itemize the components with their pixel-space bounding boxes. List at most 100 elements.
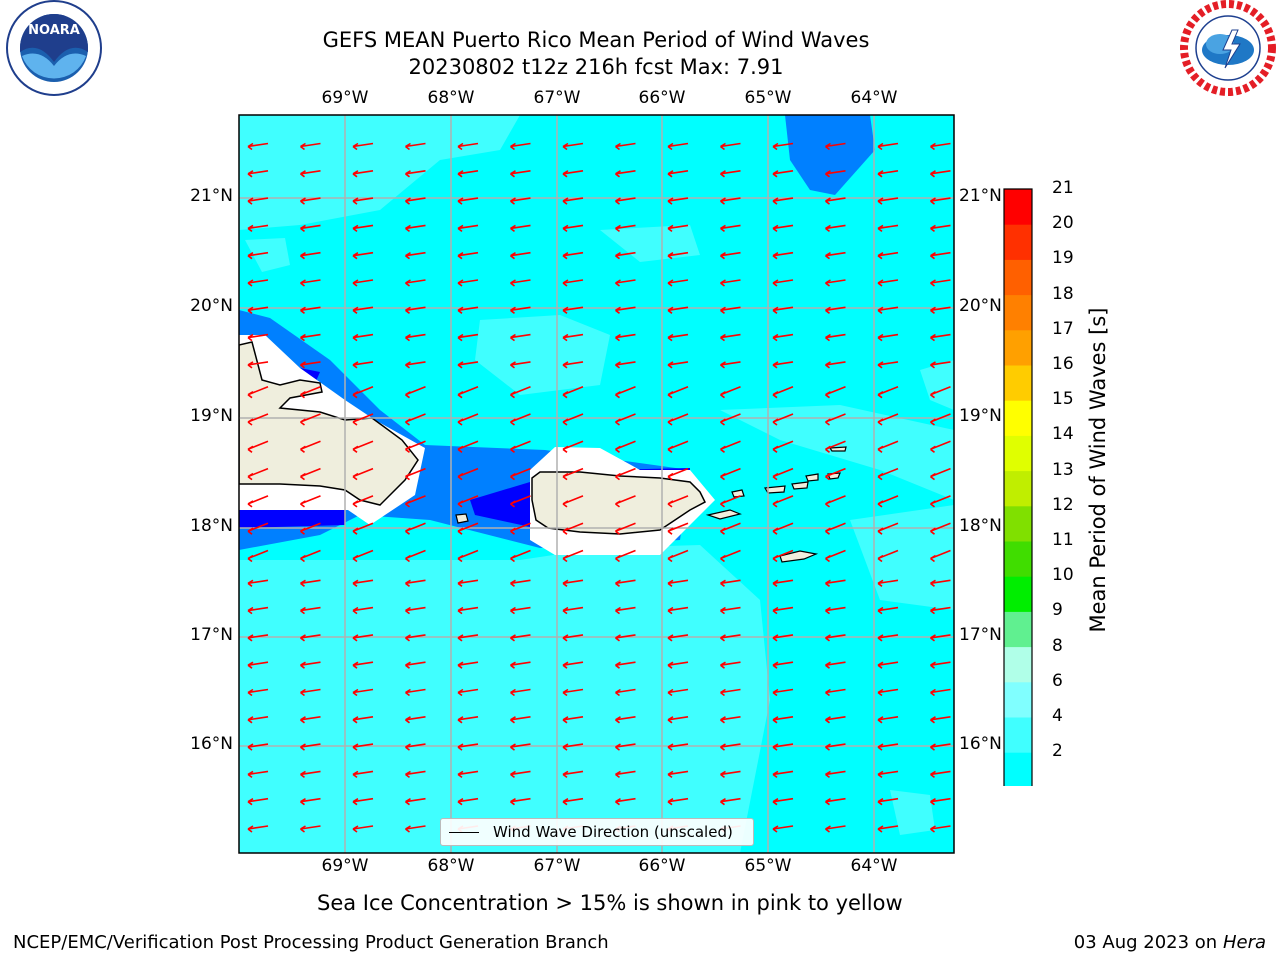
- wind-wave-arrow: [510, 361, 531, 369]
- wind-wave-arrow: [667, 770, 689, 779]
- wind-wave-arrow: [457, 634, 479, 642]
- chart-subtitle: 20230802 t12z 216h fcst Max: 7.91: [408, 55, 784, 79]
- wind-wave-arrow: [405, 606, 426, 615]
- land-st-croix: [779, 550, 819, 563]
- land-st-john: [791, 481, 809, 490]
- map-frame: [238, 114, 955, 854]
- lon-label-top-66w: 66°W: [638, 88, 686, 108]
- colorbar-block: [1004, 400, 1032, 436]
- wind-wave-arrow: [562, 467, 584, 481]
- wind-wave-arrow: [877, 549, 899, 563]
- wind-wave-arrow: [825, 825, 846, 833]
- wind-wave-arrow: [251, 852, 268, 853]
- wind-wave-arrow: [510, 495, 531, 508]
- wind-wave-arrow: [562, 743, 584, 751]
- wind-wave-arrow: [247, 224, 269, 233]
- wind-wave-arrow: [352, 385, 374, 399]
- wind-wave-arrow: [667, 361, 689, 369]
- colorbar-block: [1004, 646, 1032, 683]
- wind-wave-arrow: [772, 197, 794, 205]
- wind-wave-arrow: [877, 440, 899, 453]
- wind-wave-arrow: [877, 361, 899, 369]
- wind-wave-arrow: [405, 661, 426, 669]
- wind-wave-arrow: [667, 549, 689, 563]
- wind-wave-arrow: [720, 385, 741, 399]
- wind-wave-arrow: [772, 495, 794, 508]
- land-mona: [455, 513, 469, 524]
- wind-wave-arrow: [877, 385, 899, 399]
- wind-wave-arrow: [510, 688, 531, 697]
- colorbar-tick-label: 21: [1052, 178, 1074, 198]
- wind-wave-arrow: [352, 579, 374, 587]
- wind-wave-arrow: [825, 606, 846, 615]
- wind-wave-arrow: [825, 634, 846, 642]
- wind-wave-arrow: [667, 495, 689, 508]
- wind-wave-arrow: [300, 361, 321, 369]
- wind-wave-arrow: [405, 413, 426, 426]
- wind-wave-arrow: [615, 522, 636, 535]
- wind-wave-arrow: [562, 142, 584, 151]
- wind-wave-arrow: [510, 333, 531, 342]
- wind-wave-arrow: [825, 522, 846, 535]
- wind-wave-arrow: [562, 306, 584, 314]
- wind-wave-arrow: [247, 549, 269, 563]
- wind-wave-arrow: [720, 306, 741, 314]
- wind-wave-arrow: [352, 413, 374, 426]
- wind-wave-arrow: [667, 279, 689, 287]
- nws-logo: [1180, 0, 1276, 96]
- wind-wave-arrow: [930, 743, 951, 751]
- wind-wave-arrow: [352, 661, 374, 669]
- wind-wave-arrow: [352, 606, 374, 615]
- wind-wave-arrow: [457, 797, 479, 806]
- lat-label-right-17n: 17°N: [959, 625, 1002, 645]
- wind-wave-arrow: [247, 579, 269, 587]
- colorbar-tick-label: 12: [1052, 494, 1074, 515]
- wind-wave-arrow: [930, 440, 951, 453]
- wind-wave-arrow: [930, 522, 951, 535]
- colorbar-block: [1004, 611, 1032, 648]
- wind-wave-arrow: [300, 467, 321, 481]
- wind-wave-arrow: [720, 770, 741, 779]
- wind-wave-arrow: [247, 142, 269, 151]
- wind-wave-arrow: [720, 333, 741, 342]
- colorbar-block: [1004, 681, 1032, 718]
- wind-wave-arrow: [772, 413, 794, 426]
- colorbar-tick-label: 13: [1052, 459, 1074, 480]
- wind-wave-arrow: [562, 440, 584, 453]
- wind-wave-arrow: [667, 440, 689, 453]
- wind-wave-arrow: [457, 251, 479, 260]
- wind-wave-arrow: [352, 306, 374, 314]
- lat-label-left-18n: 18°N: [190, 516, 233, 536]
- wind-wave-arrow: [667, 413, 689, 426]
- wind-wave-arrow: [247, 522, 269, 535]
- wind-wave-arrow: [352, 743, 374, 751]
- wind-wave-arrow: [300, 797, 321, 806]
- wind-wave-arrow: [510, 413, 531, 426]
- run-date: 03 Aug 2023 on Hera: [1074, 932, 1266, 953]
- wind-wave-arrow: [720, 661, 741, 669]
- wind-wave-arrow: [772, 825, 794, 833]
- wind-wave-arrow: [667, 306, 689, 314]
- wind-wave-arrow: [720, 688, 741, 697]
- colorbar-block: [1004, 259, 1032, 296]
- wind-wave-arrow: [877, 825, 899, 833]
- colorbar: [1003, 188, 1033, 786]
- lat-label-right-18n: 18°N: [959, 516, 1002, 536]
- lat-label-right-19n: 19°N: [959, 406, 1002, 426]
- wind-wave-arrow: [615, 306, 636, 314]
- wind-wave-arrow: [930, 385, 951, 399]
- wind-wave-arrow: [825, 279, 846, 287]
- wind-wave-arrow: [405, 385, 426, 399]
- wind-wave-arrow: [405, 197, 426, 205]
- wind-wave-arrow: [720, 361, 741, 369]
- wind-wave-arrow: [405, 467, 426, 481]
- wind-wave-arrow: [457, 467, 479, 481]
- wind-wave-arrow: [352, 716, 374, 724]
- wind-wave-arrow: [457, 549, 479, 563]
- wind-wave-arrow: [562, 251, 584, 260]
- wind-wave-arrow: [772, 467, 794, 481]
- wind-wave-arrow: [667, 251, 689, 260]
- wind-wave-arrow: [300, 549, 321, 563]
- wind-wave-arrow: [825, 797, 846, 806]
- wind-wave-arrow: [877, 251, 899, 260]
